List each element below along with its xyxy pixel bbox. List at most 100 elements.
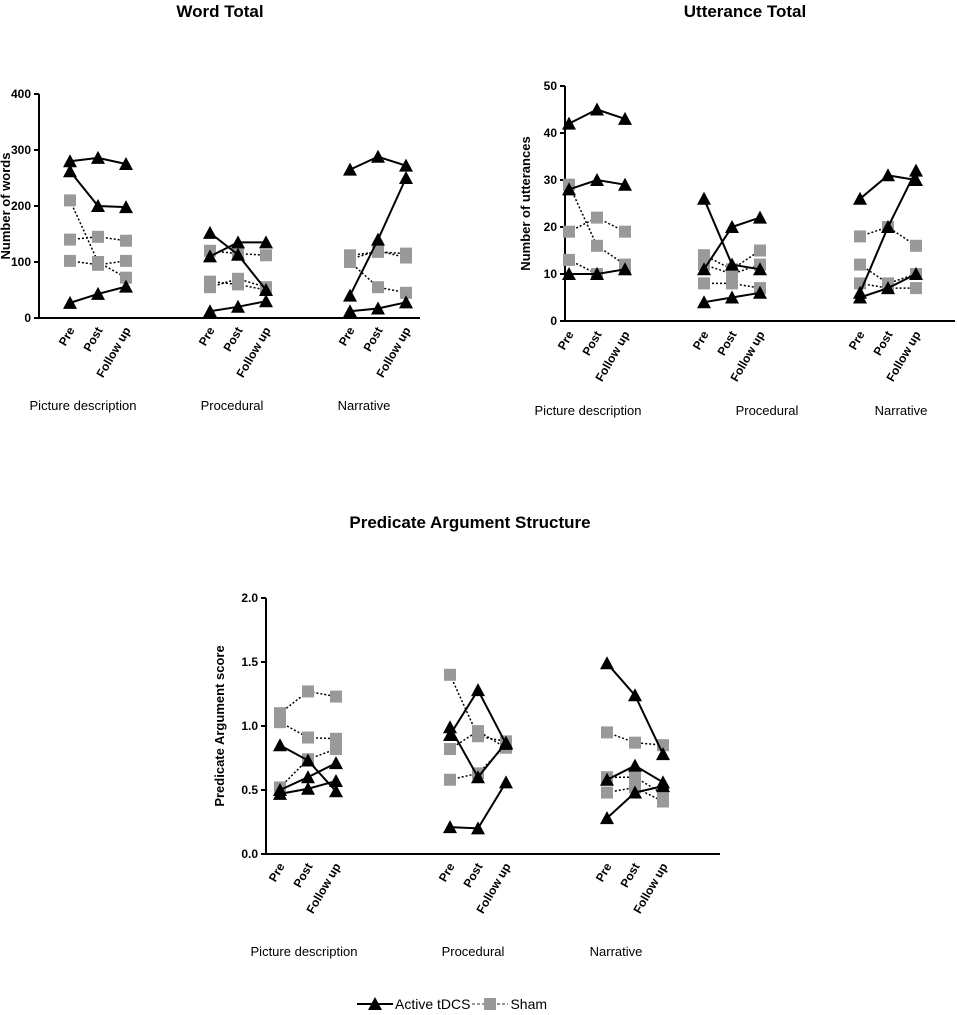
active-data-point <box>91 286 105 300</box>
active-data-point <box>329 774 343 788</box>
chart-title: Word Total <box>176 2 264 21</box>
sham-data-point <box>330 690 342 703</box>
active-data-point <box>853 290 867 304</box>
active-data-point <box>628 785 642 799</box>
active-data-point <box>259 283 273 296</box>
y-tick-label: 30 <box>544 173 558 187</box>
y-tick-label: 1.0 <box>241 719 258 733</box>
active-data-point <box>329 756 343 770</box>
sham-data-point <box>726 277 738 290</box>
active-data-point <box>753 262 767 276</box>
sham-data-point <box>754 244 766 257</box>
sham-data-point <box>726 268 738 280</box>
sham-data-point <box>120 271 132 284</box>
x-tick-label: Pre <box>196 324 218 348</box>
sham-data-point <box>260 249 272 262</box>
x-tick-label: Post <box>460 861 485 891</box>
sham-data-point <box>444 743 456 756</box>
x-tick-label: Pre <box>436 860 458 884</box>
active-data-point <box>725 290 739 304</box>
active-data-point <box>600 811 614 825</box>
active-data-point <box>273 786 287 800</box>
active-data-point <box>371 301 385 315</box>
active-data-point <box>618 262 632 276</box>
active-data-point <box>259 294 273 308</box>
group-label: Picture description <box>535 403 642 418</box>
x-tick-label: Post <box>617 861 642 891</box>
active-data-point <box>231 235 245 249</box>
active-data-point <box>259 235 273 249</box>
active-data-point <box>697 295 711 309</box>
sham-data-point <box>591 239 603 252</box>
sham-data-point <box>330 732 342 745</box>
active-data-point <box>203 225 217 239</box>
sham-data-point <box>232 272 244 285</box>
y-tick-label: 10 <box>544 267 558 281</box>
active-data-point <box>443 820 457 834</box>
active-data-point <box>600 772 614 786</box>
x-tick-label: Pre <box>266 860 288 884</box>
active-data-point <box>63 154 77 168</box>
active-data-point <box>343 162 357 176</box>
active-data-point <box>881 168 895 182</box>
sham-data-point <box>854 230 866 243</box>
active-data-point <box>63 164 77 178</box>
x-tick-label: Post <box>290 861 315 891</box>
sham-data-point <box>64 233 76 246</box>
sham-data-point <box>629 736 641 749</box>
active-data-point <box>499 736 513 750</box>
active-data-point <box>63 295 77 309</box>
legend-active-marker <box>357 997 393 1010</box>
x-tick-label: Post <box>360 325 385 355</box>
y-tick-label: 300 <box>11 143 31 157</box>
sham-data-point <box>302 685 314 698</box>
sham-data-point <box>910 239 922 252</box>
active-data-point <box>231 299 245 313</box>
sham-data-point <box>372 281 384 294</box>
x-tick-label: Pre <box>555 328 577 352</box>
active-data-point <box>119 157 133 170</box>
active-data-point <box>628 758 642 772</box>
y-axis-label: Number of words <box>0 153 13 260</box>
utterance-total-chart: Utterance Total 0 10 20 30 40 50 Number of utt… <box>485 0 957 430</box>
y-tick-label: 40 <box>544 126 558 140</box>
active-data-point <box>590 173 604 186</box>
active-data-point <box>471 683 485 697</box>
active-data-point <box>725 257 739 271</box>
sham-data-point <box>330 743 342 756</box>
sham-data-point <box>563 253 575 266</box>
active-data-point <box>301 781 315 795</box>
active-data-point <box>329 784 343 798</box>
sham-data-point <box>400 251 412 264</box>
y-tick-label: 0 <box>24 311 31 325</box>
active-data-point <box>618 111 632 125</box>
sham-data-point <box>854 258 866 271</box>
active-data-point <box>628 688 642 702</box>
active-data-point <box>656 747 670 761</box>
active-data-point <box>562 116 576 130</box>
sham-data-point <box>472 725 484 738</box>
y-tick-label: 100 <box>11 255 31 269</box>
predicate-argument-plot: 0.0 0.5 1.0 1.5 2.0 Predicate Argument score P… <box>212 591 720 959</box>
active-data-point <box>203 304 217 318</box>
x-tick-label: Post <box>80 325 105 355</box>
active-data-point <box>471 821 485 835</box>
active-data-point <box>600 656 614 670</box>
active-data-point <box>399 295 413 309</box>
active-data-point <box>909 163 923 177</box>
active-data-point <box>590 102 604 116</box>
active-data-point <box>471 770 485 784</box>
y-tick-label: 2.0 <box>241 591 258 605</box>
sham-series-line <box>69 200 127 279</box>
sham-data-point <box>619 225 631 238</box>
sham-data-point <box>92 230 104 243</box>
chart-title: Predicate Argument Structure <box>349 513 591 532</box>
active-data-point <box>343 288 357 302</box>
sham-data-point <box>64 254 76 267</box>
legend-sham-marker <box>472 998 509 1010</box>
active-data-point <box>499 775 513 789</box>
legend-item-active: Active tDCS <box>355 996 470 1012</box>
x-tick-label: Post <box>579 329 604 359</box>
word-total-chart: Word Total 0 100 200 300 400 Number of words P… <box>0 0 440 430</box>
sham-series-line <box>703 249 761 271</box>
